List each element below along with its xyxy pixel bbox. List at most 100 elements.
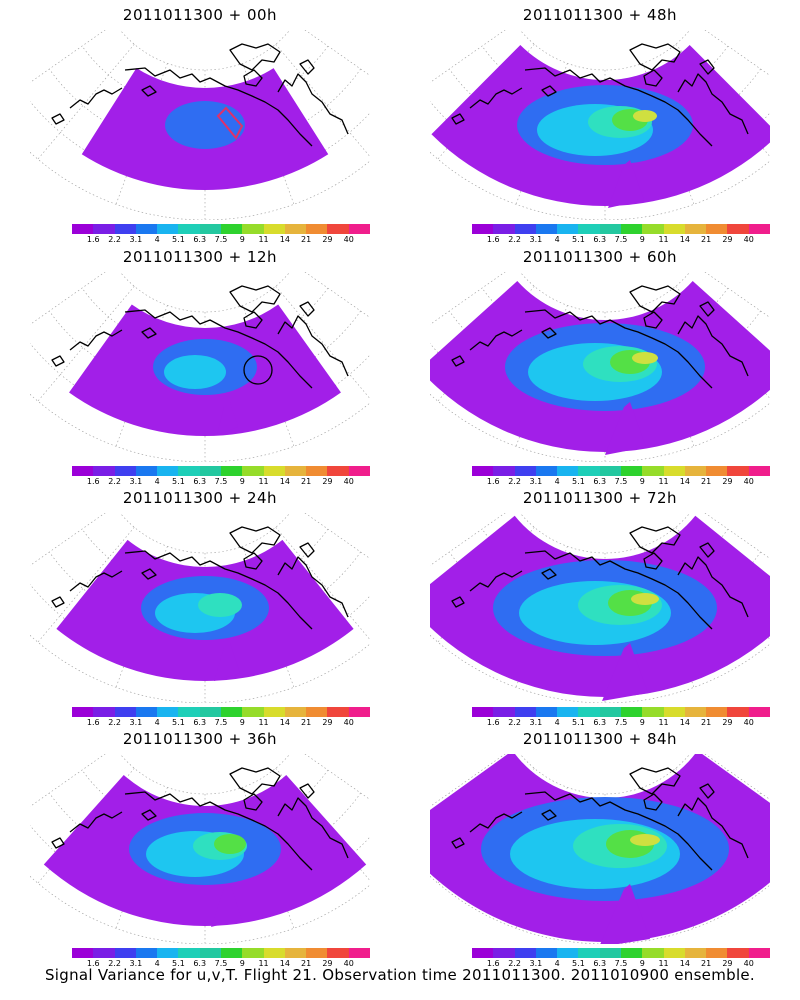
colorbar-swatch [199, 948, 221, 958]
colorbar-swatch [93, 466, 115, 476]
colorbar-tick-label: 9 [639, 718, 645, 727]
colorbar-tick-label: 14 [279, 718, 290, 727]
colorbar-tick-label: 7.5 [614, 959, 628, 968]
colorbar: 1.6 2.2 3.1 4 5.1 6.3 7.5 9 11 14 21 29 40 [72, 466, 370, 490]
colorbar-swatch [72, 466, 94, 476]
colorbar-swatch [220, 224, 243, 234]
colorbar-tick-label: 29 [722, 718, 733, 727]
colorbar-swatch [748, 948, 770, 958]
colorbar-swatch [727, 707, 749, 717]
colorbar-swatch [493, 707, 515, 717]
coastline [229, 767, 281, 795]
forecast-panel: 2011011300 + 36h 1.6 2.2 3.1 4 5.1 6.3 7.5 9 11 14… [20, 726, 380, 968]
coastline [541, 85, 557, 97]
colorbar-swatch [348, 224, 370, 234]
colorbar-tick-label: 6.3 [593, 718, 607, 727]
coastline [277, 797, 349, 859]
colorbar-tick-label: 3.1 [129, 718, 143, 727]
colorbar-swatch [578, 224, 600, 234]
colorbar: 1.6 2.2 3.1 4 5.1 6.3 7.5 9 11 14 21 29 40 [472, 948, 770, 972]
coastline [451, 837, 465, 849]
coastline [451, 113, 465, 125]
colorbar-tick-label: 40 [743, 235, 754, 244]
variance-tongue [211, 884, 242, 927]
coastline [277, 73, 349, 135]
colorbar-tick-label: 5.1 [572, 477, 585, 486]
panel-title: 2011011300 + 36h [122, 730, 278, 748]
polar-map [430, 513, 770, 703]
coastline [243, 69, 263, 87]
colorbar-swatch [514, 224, 536, 234]
latitude-line [49, 551, 361, 634]
colorbar-tick-label: 29 [722, 477, 733, 486]
colorbar-tick-label: 2.2 [108, 959, 121, 968]
colorbar-tick-label: 1.6 [486, 718, 500, 727]
colorbar-swatch [514, 466, 536, 476]
colorbar-swatch [642, 224, 664, 234]
colorbar-swatch [263, 707, 285, 717]
panel-title: 2011011300 + 00h [122, 6, 278, 24]
colorbar-swatch [157, 224, 179, 234]
colorbar-swatch [727, 466, 749, 476]
coastline [229, 43, 281, 71]
colorbar-swatch [178, 707, 200, 717]
colorbar-swatch [727, 224, 749, 234]
coastline [277, 556, 349, 618]
colorbar-tick-label: 7.5 [214, 718, 228, 727]
colorbar-tick-label: 21 [301, 477, 312, 486]
polar-map [30, 272, 370, 462]
forecast-panel: 2011011300 + 00h 1.6 2.2 3.1 4 5.1 6.3 7.5 9 11 14… [20, 2, 380, 244]
colorbar-swatch [93, 707, 115, 717]
coastline [51, 596, 65, 608]
colorbar-swatch [727, 948, 749, 958]
colorbar-swatch [199, 466, 221, 476]
colorbar-swatch [220, 466, 243, 476]
colorbar-swatch [684, 224, 707, 234]
colorbar-tick-label: 21 [301, 235, 312, 244]
forecast-panel: 2011011300 + 48h 1.6 2.2 3.1 4 5.1 6.3 7.5 9 11 14… [420, 2, 780, 244]
longitude-line [37, 44, 135, 160]
panel-title: 2011011300 + 24h [122, 489, 278, 507]
colorbar-swatch [306, 466, 328, 476]
colorbar-swatch [706, 466, 728, 476]
colorbar-swatch [684, 948, 707, 958]
colorbar-tick-label: 6.3 [193, 235, 207, 244]
colorbar-tick-label: 2.2 [108, 718, 121, 727]
colorbar-swatch [472, 224, 494, 234]
colorbar-tick-label: 7.5 [214, 477, 228, 486]
colorbar-tick-label: 2.2 [508, 235, 521, 244]
coastline [643, 793, 663, 811]
longitude-line [275, 44, 370, 158]
colorbar-tick-label: 6.3 [193, 959, 207, 968]
colorbar-swatch [72, 707, 94, 717]
colorbar-tick-label: 5.1 [572, 718, 585, 727]
colorbar-tick-label: 40 [343, 959, 354, 968]
colorbar-swatch [135, 224, 158, 234]
colorbar-swatch [284, 948, 307, 958]
colorbar-tick-label: 21 [701, 718, 712, 727]
colorbar-swatch [514, 707, 536, 717]
coastline [699, 783, 715, 799]
colorbar-swatch [327, 707, 349, 717]
coastline [69, 570, 123, 592]
panel-title: 2011011300 + 60h [522, 248, 678, 266]
variance-tongue [214, 643, 240, 681]
colorbar-tick-label: 5.1 [172, 235, 185, 244]
colorbar-swatch [72, 948, 94, 958]
colorbar-swatch [642, 707, 664, 717]
colorbar-swatch [114, 707, 136, 717]
colorbar-swatch [157, 707, 179, 717]
colorbar-swatch [220, 948, 243, 958]
colorbar-swatch [578, 466, 600, 476]
coastline [541, 568, 557, 580]
colorbar: 1.6 2.2 3.1 4 5.1 6.3 7.5 9 11 14 21 29 40 [472, 707, 770, 731]
polar-map [430, 754, 770, 944]
colorbar-tick-label: 4 [154, 477, 160, 486]
longitude-line [275, 286, 370, 400]
coastline [524, 791, 713, 871]
colorbar-swatch [327, 948, 349, 958]
variance-field-yellow [631, 593, 659, 605]
colorbar-swatch [663, 466, 685, 476]
polar-map [430, 30, 770, 220]
variance-field-cyan [164, 355, 226, 389]
